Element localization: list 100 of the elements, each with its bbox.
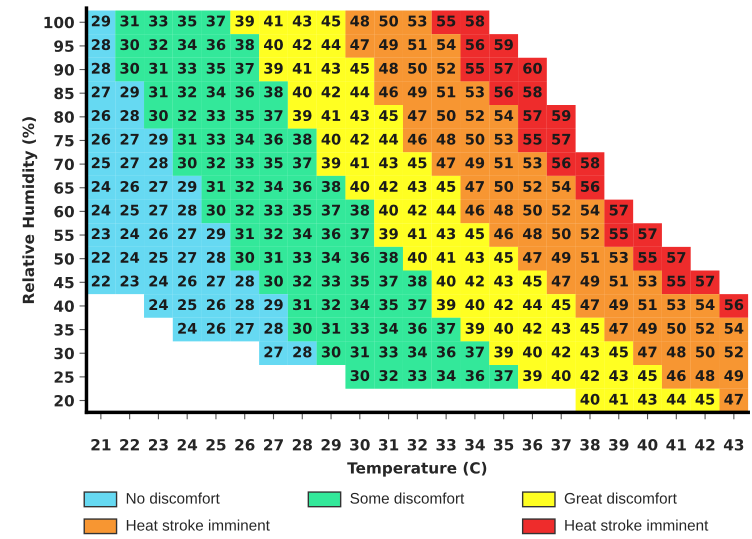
data-label: 52 xyxy=(523,180,542,192)
data-label: 47 xyxy=(350,39,369,50)
data-label: 37 xyxy=(466,346,484,358)
data-label: 37 xyxy=(264,110,282,122)
data-label: 43 xyxy=(350,110,369,122)
data-label: 38 xyxy=(379,252,398,263)
x-tick-label: 29 xyxy=(322,438,341,451)
data-label: 54 xyxy=(494,110,514,122)
data-label: 43 xyxy=(292,15,312,26)
data-label: 53 xyxy=(667,299,686,310)
data-label: 40 xyxy=(292,86,312,98)
data-label: 45 xyxy=(552,299,570,310)
data-label: 56 xyxy=(494,86,514,98)
data-label: 33 xyxy=(264,204,282,216)
data-label: 35 xyxy=(350,276,369,287)
data-label: 49 xyxy=(408,86,427,98)
data-label: 24 xyxy=(92,180,110,192)
data-label: 24 xyxy=(92,204,110,216)
data-label: 50 xyxy=(437,110,456,122)
data-label: 37 xyxy=(436,322,456,334)
data-label: 50 xyxy=(696,346,715,358)
data-label: 54 xyxy=(552,181,571,192)
data-label: 38 xyxy=(236,39,254,50)
data-label: 32 xyxy=(178,86,196,98)
x-tick-label: 35 xyxy=(494,438,514,451)
data-label: 29 xyxy=(264,299,283,310)
data-label: 27 xyxy=(206,276,225,286)
data-label: 42 xyxy=(408,204,426,216)
data-label: 28 xyxy=(206,252,226,263)
data-label: 38 xyxy=(322,180,340,192)
data-label: 45 xyxy=(580,322,600,334)
data-label: 48 xyxy=(494,204,513,216)
data-label: 40 xyxy=(408,252,427,263)
data-label: 39 xyxy=(466,322,484,334)
data-label: 33 xyxy=(206,110,225,122)
data-label: 26 xyxy=(92,110,110,122)
data-label: 52 xyxy=(437,62,456,74)
data-label: 34 xyxy=(293,228,312,240)
data-label: 45 xyxy=(522,276,542,287)
data-label: 40 xyxy=(580,394,600,405)
data-label: 28 xyxy=(293,346,312,358)
x-tick-label: 25 xyxy=(206,438,226,451)
data-label: 51 xyxy=(408,39,427,50)
data-label: 26 xyxy=(178,276,197,287)
data-label: 33 xyxy=(149,15,168,26)
data-label: 28 xyxy=(178,204,196,216)
data-label: 34 xyxy=(408,346,427,358)
data-label: 53 xyxy=(638,276,657,287)
data-label: 43 xyxy=(465,252,484,263)
data-label: 33 xyxy=(408,370,426,382)
data-label: 54 xyxy=(580,204,600,216)
data-label: 34 xyxy=(178,39,197,50)
data-label: 55 xyxy=(610,228,628,240)
x-tick-label: 24 xyxy=(178,438,198,450)
data-label: 43 xyxy=(436,228,456,240)
data-label: 46 xyxy=(379,86,398,98)
data-label: 45 xyxy=(379,110,398,122)
y-axis-title: Relative Humidity (%) xyxy=(22,117,38,304)
data-label: 49 xyxy=(580,276,600,287)
data-label: 25 xyxy=(178,299,196,310)
data-label: 30 xyxy=(178,157,197,168)
y-tick-label: 55 xyxy=(54,230,74,242)
data-label: 42 xyxy=(350,134,369,144)
data-label: 41 xyxy=(292,62,312,74)
data-label: 37 xyxy=(236,62,254,74)
data-label: 57 xyxy=(667,252,686,263)
data-label: 28 xyxy=(120,110,139,122)
text: Great discomfort xyxy=(564,492,677,504)
x-tick-label: 36 xyxy=(522,438,542,451)
x-tick-label: 23 xyxy=(148,438,168,451)
data-label: 37 xyxy=(494,370,513,382)
data-label: 59 xyxy=(552,110,570,122)
x-tick-label: 32 xyxy=(408,438,427,451)
data-label: 51 xyxy=(580,252,600,263)
data-label: 30 xyxy=(149,110,168,122)
x-tick-label: 27 xyxy=(264,438,283,450)
data-label: 36 xyxy=(466,370,484,382)
data-label: 42 xyxy=(580,370,599,381)
data-label: 38 xyxy=(350,204,370,216)
data-label: 46 xyxy=(408,134,427,145)
data-label: 37 xyxy=(379,276,398,287)
data-label: 41 xyxy=(264,16,283,26)
data-label: 49 xyxy=(609,299,628,310)
data-label: 34 xyxy=(350,299,370,310)
data-label: 39 xyxy=(436,299,456,310)
data-label: 40 xyxy=(522,346,542,358)
data-label: 22 xyxy=(92,276,110,286)
data-label: 29 xyxy=(120,86,139,98)
data-label: 45 xyxy=(350,62,369,74)
data-label: 50 xyxy=(408,62,427,74)
data-label: 43 xyxy=(580,346,599,358)
x-tick-label: 34 xyxy=(465,438,485,451)
data-label: 37 xyxy=(408,299,426,310)
data-label: 30 xyxy=(120,39,140,50)
data-label: 36 xyxy=(236,86,254,98)
data-label: 27 xyxy=(149,204,168,216)
data-label: 53 xyxy=(523,157,542,168)
data-label: 35 xyxy=(206,62,226,74)
data-label: 53 xyxy=(466,86,484,98)
data-label: 55 xyxy=(466,62,484,74)
